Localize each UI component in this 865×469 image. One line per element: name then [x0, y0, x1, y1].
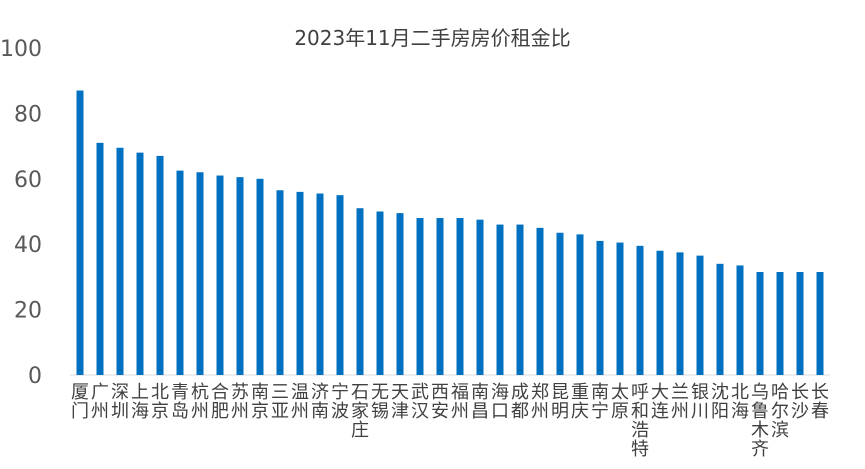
bar [176, 170, 184, 376]
bar [536, 227, 544, 375]
bar [316, 193, 324, 375]
x-tick-label: 南宁 [591, 382, 609, 422]
bar [436, 218, 444, 375]
bar [796, 272, 804, 375]
bar [356, 208, 364, 375]
x-tick-label: 沈阳 [711, 382, 729, 422]
bar [296, 191, 304, 375]
bar [456, 218, 464, 375]
x-tick-label: 兰州 [671, 382, 689, 422]
bar [516, 224, 524, 375]
x-tick-label: 重庆 [571, 382, 589, 422]
bar [616, 242, 624, 375]
bar [776, 272, 784, 375]
bar [496, 224, 504, 375]
x-axis-labels: 厦门广州深圳上海北京青岛杭州合肥苏州南京三亚温州济南宁波石家庄无锡天津武汉西安福… [71, 382, 829, 460]
bar [336, 195, 344, 375]
x-tick-label: 天津 [391, 382, 409, 422]
x-tick-label: 呼和浩特 [631, 382, 649, 460]
x-tick-label: 南昌 [471, 382, 489, 422]
x-tick-label: 长沙 [791, 382, 809, 422]
x-tick-label: 武汉 [411, 382, 429, 422]
bar [576, 234, 584, 375]
x-tick-label: 成都 [511, 382, 529, 422]
y-tick-label: 20 [14, 299, 42, 324]
x-tick-label: 三亚 [271, 382, 289, 422]
bar [196, 172, 204, 375]
x-tick-label: 温州 [291, 382, 309, 422]
bar [676, 252, 684, 376]
x-tick-label: 上海 [131, 382, 149, 422]
bars [76, 90, 824, 376]
y-tick-label: 40 [14, 233, 42, 258]
bar [416, 218, 424, 375]
bar [816, 272, 824, 375]
x-tick-label: 哈尔滨 [771, 382, 789, 441]
bar [276, 190, 284, 375]
bar [136, 152, 144, 375]
x-tick-label: 昆明 [551, 382, 569, 422]
x-tick-label: 宁波 [331, 382, 349, 422]
bar [756, 272, 764, 375]
x-tick-label: 苏州 [231, 382, 249, 422]
x-tick-label: 南京 [251, 382, 269, 422]
x-tick-label: 北海 [731, 382, 749, 422]
bar [96, 142, 104, 375]
bar [376, 211, 384, 375]
bar [396, 213, 404, 375]
chart-title: 2023年11月二手房房价租金比 [294, 26, 571, 50]
y-tick-label: 0 [28, 364, 42, 389]
x-tick-label: 郑州 [531, 382, 549, 422]
bar [156, 155, 164, 375]
bar [596, 240, 604, 375]
x-tick-label: 福州 [451, 382, 469, 422]
bar [216, 175, 224, 375]
x-tick-label: 大连 [651, 382, 669, 422]
x-tick-label: 北京 [151, 382, 169, 422]
y-axis: 0 20 40 60 80 100 [0, 37, 42, 389]
x-tick-label: 石家庄 [351, 382, 369, 441]
x-tick-label: 杭州 [191, 382, 209, 422]
x-tick-label: 广州 [91, 382, 109, 422]
x-tick-label: 海口 [491, 382, 509, 422]
x-tick-label: 乌鲁木齐 [751, 382, 769, 460]
x-tick-label: 厦门 [71, 382, 89, 422]
bar [76, 90, 84, 375]
bar [716, 263, 724, 375]
bar [476, 219, 484, 375]
x-tick-label: 深圳 [111, 382, 129, 422]
x-tick-label: 济南 [311, 382, 329, 422]
x-tick-label: 合肥 [211, 382, 229, 422]
y-tick-label: 80 [14, 102, 42, 127]
bar [116, 147, 124, 375]
x-tick-label: 青岛 [171, 382, 189, 422]
x-tick-label: 太原 [611, 382, 629, 422]
bar [696, 255, 704, 375]
y-tick-label: 100 [0, 37, 42, 62]
bar [256, 178, 264, 375]
bar [656, 250, 664, 375]
x-tick-label: 银川 [691, 382, 709, 422]
x-tick-label: 长春 [811, 382, 829, 422]
bar [556, 232, 564, 375]
x-tick-label: 无锡 [371, 382, 389, 422]
bar [636, 245, 644, 375]
bar [236, 177, 244, 375]
bar [736, 265, 744, 375]
y-tick-label: 60 [14, 168, 42, 193]
x-tick-label: 西安 [431, 382, 449, 422]
